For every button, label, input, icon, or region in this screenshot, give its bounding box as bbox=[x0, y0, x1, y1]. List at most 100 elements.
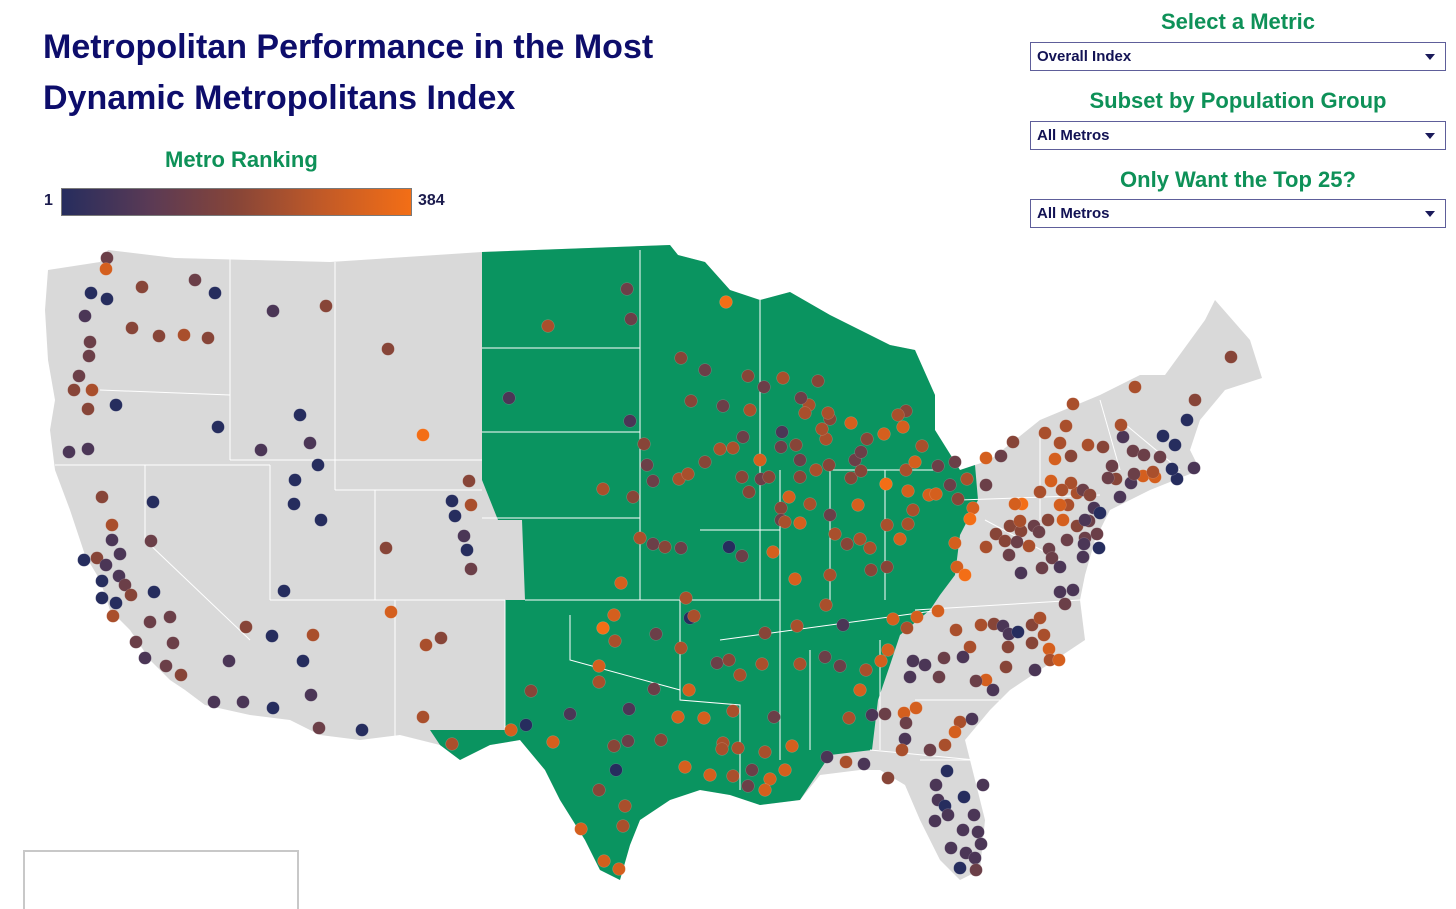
metro-dot[interactable] bbox=[833, 659, 847, 673]
metro-dot[interactable] bbox=[698, 455, 712, 469]
metro-dot[interactable] bbox=[166, 636, 180, 650]
metro-dot[interactable] bbox=[129, 635, 143, 649]
metro-dot[interactable] bbox=[758, 783, 772, 797]
metro-dot[interactable] bbox=[355, 723, 369, 737]
metro-dot[interactable] bbox=[674, 541, 688, 555]
metro-dot[interactable] bbox=[896, 420, 910, 434]
metro-dot[interactable] bbox=[1077, 537, 1091, 551]
metro-dot[interactable] bbox=[878, 707, 892, 721]
metro-dot[interactable] bbox=[891, 408, 905, 422]
metro-dot[interactable] bbox=[95, 574, 109, 588]
metro-dot[interactable] bbox=[1055, 483, 1069, 497]
metro-dot[interactable] bbox=[82, 349, 96, 363]
metro-dot[interactable] bbox=[766, 545, 780, 559]
metro-dot[interactable] bbox=[901, 484, 915, 498]
metro-dot[interactable] bbox=[265, 629, 279, 643]
metro-dot[interactable] bbox=[932, 670, 946, 684]
metro-dot[interactable] bbox=[951, 492, 965, 506]
metro-dot[interactable] bbox=[1014, 566, 1028, 580]
metro-dot[interactable] bbox=[118, 578, 132, 592]
metro-dot[interactable] bbox=[778, 763, 792, 777]
metro-dot[interactable] bbox=[937, 651, 951, 665]
metro-dot[interactable] bbox=[646, 537, 660, 551]
metro-dot[interactable] bbox=[1044, 474, 1058, 488]
metro-dot[interactable] bbox=[99, 558, 113, 572]
metro-dot[interactable] bbox=[83, 335, 97, 349]
metro-dot[interactable] bbox=[1083, 488, 1097, 502]
metro-dot[interactable] bbox=[713, 442, 727, 456]
metro-dot[interactable] bbox=[623, 414, 637, 428]
metro-dot[interactable] bbox=[607, 608, 621, 622]
metro-dot[interactable] bbox=[682, 683, 696, 697]
metro-dot[interactable] bbox=[950, 560, 964, 574]
metro-dot[interactable] bbox=[1137, 448, 1151, 462]
metro-dot[interactable] bbox=[1096, 440, 1110, 454]
metro-dot[interactable] bbox=[965, 712, 979, 726]
metro-dot[interactable] bbox=[863, 541, 877, 555]
metro-dot[interactable] bbox=[793, 657, 807, 671]
metro-dot[interactable] bbox=[840, 537, 854, 551]
metro-dot[interactable] bbox=[188, 273, 202, 287]
metro-dot[interactable] bbox=[900, 621, 914, 635]
metro-dot[interactable] bbox=[457, 529, 471, 543]
metro-dot[interactable] bbox=[893, 532, 907, 546]
metro-dot[interactable] bbox=[953, 861, 967, 875]
metro-dot[interactable] bbox=[597, 854, 611, 868]
metro-dot[interactable] bbox=[839, 755, 853, 769]
metro-dot[interactable] bbox=[1035, 561, 1049, 575]
metro-dot[interactable] bbox=[1052, 653, 1066, 667]
metro-dot[interactable] bbox=[1001, 640, 1015, 654]
metro-dot[interactable] bbox=[923, 743, 937, 757]
metro-dot[interactable] bbox=[614, 576, 628, 590]
chevron-down-icon[interactable] bbox=[1425, 133, 1435, 139]
metro-dot[interactable] bbox=[1127, 467, 1141, 481]
metro-dot[interactable] bbox=[1059, 419, 1073, 433]
metro-dot[interactable] bbox=[758, 745, 772, 759]
metro-dot[interactable] bbox=[607, 739, 621, 753]
metro-dot[interactable] bbox=[715, 742, 729, 756]
metro-dot[interactable] bbox=[622, 702, 636, 716]
metro-dot[interactable] bbox=[710, 656, 724, 670]
metro-dot[interactable] bbox=[105, 518, 119, 532]
metro-dot[interactable] bbox=[608, 634, 622, 648]
metro-dot[interactable] bbox=[974, 618, 988, 632]
metro-dot[interactable] bbox=[207, 695, 221, 709]
metro-dot[interactable] bbox=[596, 621, 610, 635]
metro-dot[interactable] bbox=[956, 823, 970, 837]
metro-dot[interactable] bbox=[1060, 533, 1074, 547]
metro-dot[interactable] bbox=[979, 451, 993, 465]
metro-dot[interactable] bbox=[77, 553, 91, 567]
metro-dot[interactable] bbox=[929, 778, 943, 792]
metro-dot[interactable] bbox=[903, 670, 917, 684]
metro-dot[interactable] bbox=[697, 711, 711, 725]
metro-dot[interactable] bbox=[789, 438, 803, 452]
metro-dot[interactable] bbox=[609, 763, 623, 777]
metro-dot[interactable] bbox=[687, 609, 701, 623]
metro-dot[interactable] bbox=[741, 779, 755, 793]
chevron-down-icon[interactable] bbox=[1425, 211, 1435, 217]
metro-dot[interactable] bbox=[971, 825, 985, 839]
metro-dot[interactable] bbox=[434, 631, 448, 645]
metro-dot[interactable] bbox=[979, 540, 993, 554]
metro-dot[interactable] bbox=[811, 374, 825, 388]
metro-dot[interactable] bbox=[303, 436, 317, 450]
metro-dot[interactable] bbox=[640, 458, 654, 472]
metro-dot[interactable] bbox=[208, 286, 222, 300]
metro-dot[interactable] bbox=[81, 402, 95, 416]
metro-dot[interactable] bbox=[782, 490, 796, 504]
metro-dot[interactable] bbox=[844, 471, 858, 485]
metro-dot[interactable] bbox=[384, 605, 398, 619]
metro-dot[interactable] bbox=[674, 641, 688, 655]
metro-dot[interactable] bbox=[844, 416, 858, 430]
metro-dot[interactable] bbox=[658, 540, 672, 554]
metro-dot[interactable] bbox=[960, 472, 974, 486]
metro-dot[interactable] bbox=[842, 711, 856, 725]
metro-dot[interactable] bbox=[1025, 636, 1039, 650]
metro-dot[interactable] bbox=[774, 440, 788, 454]
metro-dot[interactable] bbox=[969, 863, 983, 877]
metro-dot[interactable] bbox=[948, 455, 962, 469]
metro-dot[interactable] bbox=[159, 659, 173, 673]
metro-dot[interactable] bbox=[722, 653, 736, 667]
metro-dot[interactable] bbox=[745, 763, 759, 777]
metro-dot[interactable] bbox=[895, 743, 909, 757]
